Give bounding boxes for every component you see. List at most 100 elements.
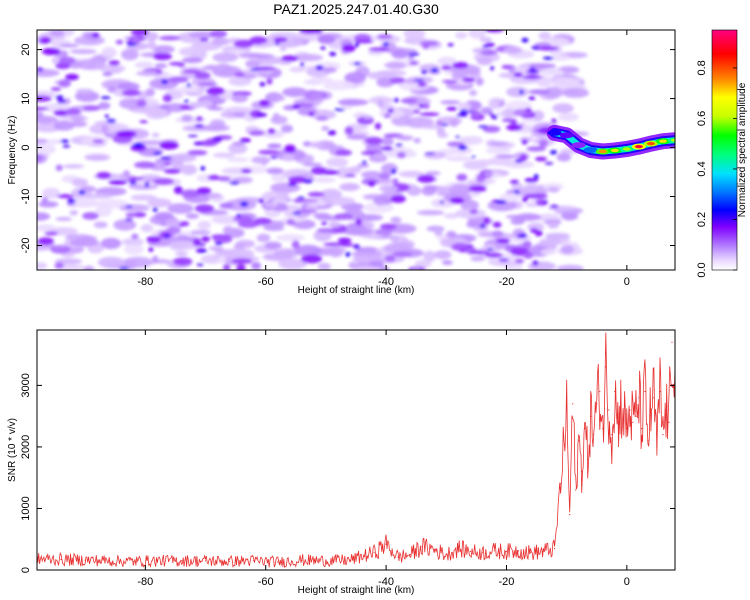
- spectrogram-panel: -80 -60 -40 -20 0 -20 -10 0 10 20 Height of stra…: [7, 29, 676, 296]
- snr-point: [614, 390, 616, 393]
- noise-blob: [37, 116, 59, 124]
- noise-blob: [124, 244, 144, 255]
- noise-blob: [503, 161, 535, 169]
- snr-point: [457, 547, 459, 550]
- noise-core: [458, 145, 468, 151]
- noise-blob: [92, 139, 105, 144]
- noise-blob: [120, 48, 139, 61]
- noise-blob: [228, 77, 252, 86]
- colorbar-ticks: 0.0 0.2 0.4 0.6 0.8: [696, 60, 737, 278]
- noise-blob: [339, 242, 354, 247]
- noise-blob: [58, 79, 71, 88]
- noise-blob: [525, 107, 532, 114]
- noise-blob: [275, 96, 286, 101]
- noise-core: [354, 42, 360, 48]
- noise-blob: [119, 204, 150, 212]
- noise-blob: [131, 233, 139, 240]
- colorbar-frame: [711, 29, 738, 271]
- snr-point: [668, 421, 670, 423]
- noise-blob: [537, 77, 551, 88]
- noise-blob: [204, 64, 218, 71]
- snr-point: [397, 556, 399, 558]
- noise-blob: [206, 192, 222, 199]
- noise-blob: [462, 77, 476, 83]
- noise-blob: [281, 55, 299, 62]
- noise-blob: [260, 42, 278, 47]
- snr-panel: -80 -60 -40 -20 0 0 1000 2000 3000 Height of st…: [7, 329, 676, 596]
- signal-peak: [671, 138, 675, 142]
- noise-blob: [208, 246, 224, 251]
- noise-blob: [249, 36, 268, 45]
- noise-blob: [39, 36, 52, 44]
- noise-blob: [374, 228, 393, 236]
- noise-blob: [455, 208, 487, 219]
- noise-blob: [373, 152, 386, 159]
- noise-blob: [381, 137, 394, 146]
- noise-blob: [55, 164, 63, 172]
- noise-blob: [69, 210, 79, 216]
- noise-blob: [254, 217, 272, 225]
- x-tick-label: -60: [258, 276, 274, 288]
- noise-blob: [223, 106, 256, 113]
- noise-blob: [377, 99, 384, 108]
- snr-point: [632, 421, 634, 423]
- noise-blob: [537, 46, 560, 51]
- x-tick-label: -40: [378, 276, 394, 288]
- snr-point: [277, 561, 279, 563]
- figure-title: PAZ1.2025.247.01.40.G30: [273, 1, 439, 17]
- noise-blob: [368, 47, 390, 52]
- noise-blob: [348, 166, 362, 174]
- noise-blob: [207, 174, 220, 181]
- snr-point: [566, 409, 568, 411]
- noise-core: [186, 83, 191, 88]
- noise-core: [489, 112, 494, 116]
- noise-blob: [190, 229, 212, 236]
- noise-blob: [414, 259, 432, 268]
- noise-blob: [37, 212, 51, 221]
- noise-blob: [211, 37, 231, 46]
- noise-blob: [231, 94, 248, 103]
- noise-blob: [108, 60, 120, 66]
- noise-blob: [413, 109, 421, 114]
- snr-point: [581, 470, 583, 473]
- noise-blob: [313, 177, 336, 183]
- snr-point: [590, 415, 592, 417]
- noise-blob: [37, 95, 52, 102]
- noise-blob: [480, 49, 498, 56]
- spectrogram-x-ticks: -80 -60 -40 -20 0: [137, 30, 630, 288]
- noise-core: [413, 79, 425, 82]
- noise-blob: [233, 39, 254, 48]
- snr-point: [433, 549, 435, 551]
- snr-point: [180, 560, 183, 562]
- noise-blob: [153, 52, 173, 61]
- noise-blob: [452, 61, 469, 69]
- noise-blob: [273, 37, 288, 43]
- snr-point: [608, 409, 610, 411]
- snr-point: [108, 560, 110, 562]
- noise-core: [529, 66, 535, 71]
- noise-blob: [441, 260, 453, 265]
- noise-blob: [392, 178, 399, 185]
- snr-point: [623, 415, 625, 417]
- noise-blob: [523, 185, 541, 194]
- snr-point: [650, 409, 652, 411]
- noise-core: [514, 159, 524, 163]
- snr-point: [611, 434, 613, 436]
- noise-core: [542, 199, 548, 205]
- noise-blob: [258, 99, 270, 107]
- noise-blob: [323, 67, 337, 73]
- noise-blob: [491, 230, 504, 238]
- noise-blob: [167, 240, 200, 250]
- noise-blob: [178, 46, 207, 57]
- noise-blob: [451, 72, 468, 80]
- noise-blob: [317, 35, 336, 44]
- noise-blob: [50, 86, 62, 92]
- noise-core: [482, 44, 489, 48]
- noise-blob: [93, 221, 108, 229]
- noise-blob: [301, 254, 323, 264]
- x-tick-label: 0: [624, 276, 630, 288]
- noise-blob: [98, 101, 111, 110]
- noise-core: [390, 168, 397, 174]
- noise-blob: [460, 135, 484, 145]
- noise-blob: [154, 211, 174, 222]
